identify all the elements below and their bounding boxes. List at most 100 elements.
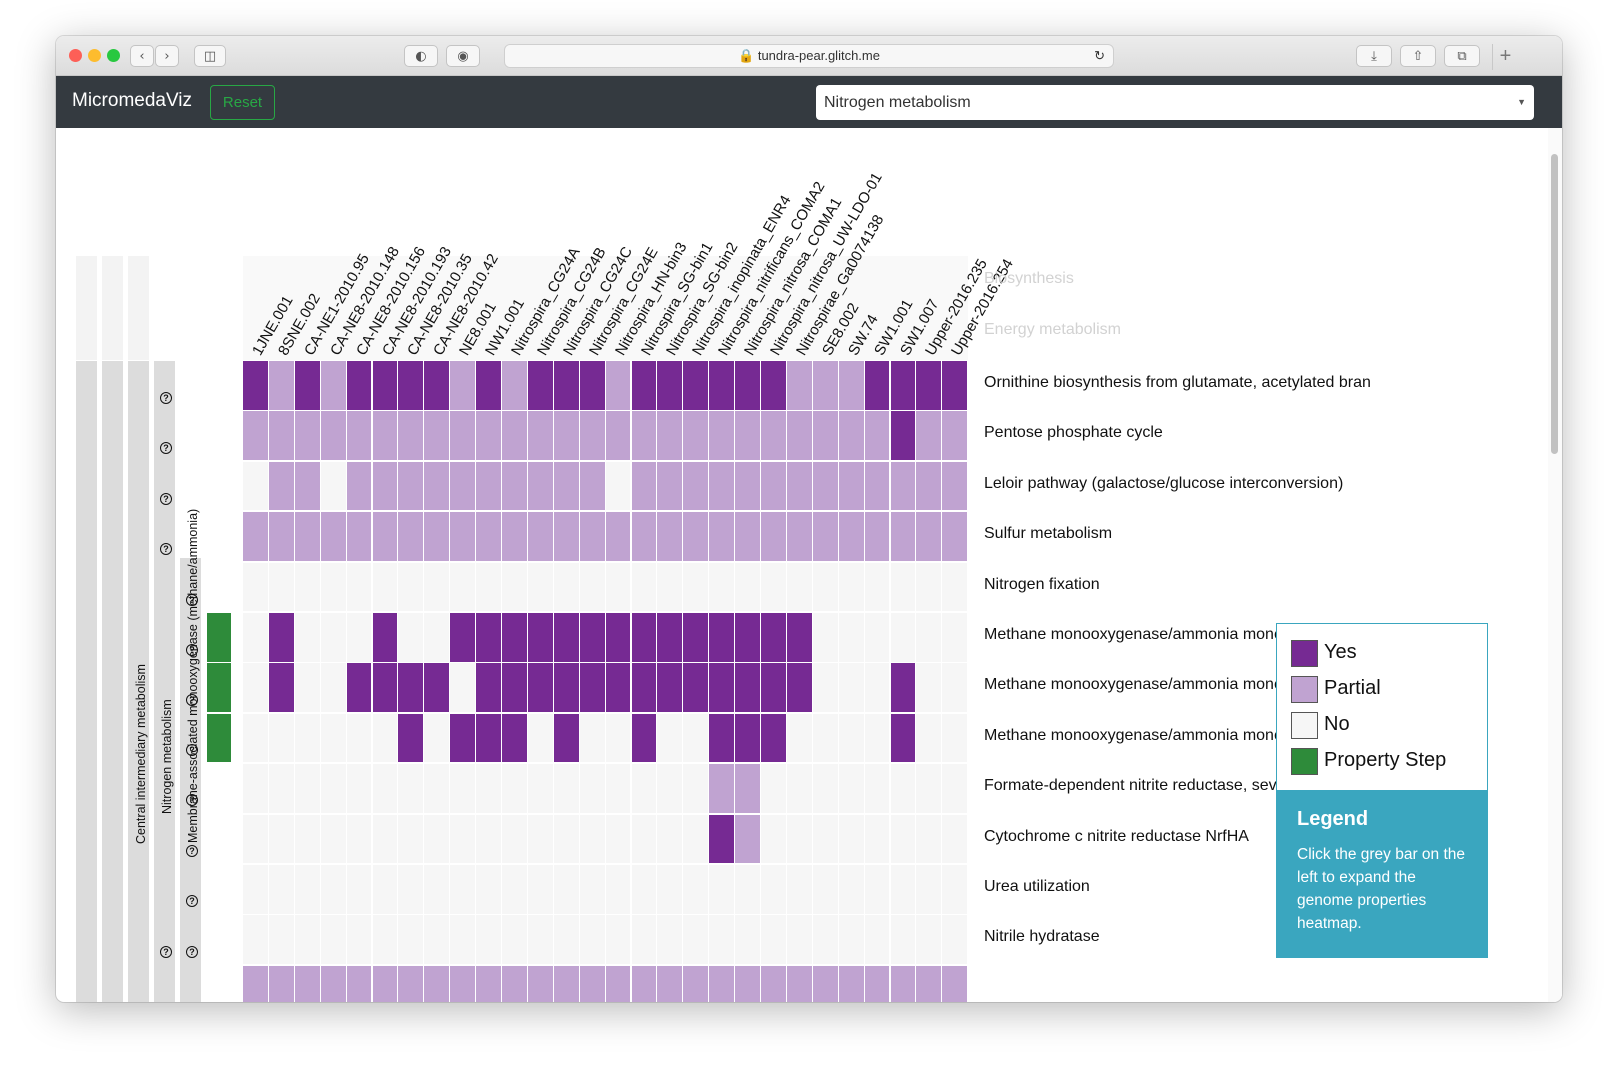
grey-bar-collapsed-3[interactable] — [128, 256, 151, 360]
hierarchy-label-level2[interactable]: Nitrogen metabolism — [160, 699, 174, 814]
heatmap-cell[interactable] — [838, 814, 864, 864]
heatmap-cell[interactable] — [372, 915, 398, 964]
heatmap-cell[interactable] — [709, 764, 735, 813]
heatmap-cell[interactable] — [553, 814, 579, 864]
heatmap-cell[interactable] — [631, 613, 657, 662]
heatmap-cell[interactable] — [838, 915, 864, 964]
heatmap-cell[interactable] — [605, 361, 631, 410]
heatmap-cell[interactable] — [527, 562, 553, 612]
heatmap-cell[interactable] — [372, 512, 398, 561]
heatmap-cell[interactable] — [864, 814, 890, 864]
heatmap-cell[interactable] — [502, 613, 527, 662]
heatmap-cell[interactable] — [372, 663, 398, 712]
heatmap-cell[interactable] — [294, 613, 320, 662]
download-icon[interactable]: ⤓ — [1356, 45, 1392, 67]
heatmap-cell[interactable] — [683, 361, 709, 410]
heatmap-cell[interactable] — [735, 713, 760, 763]
heatmap-cell[interactable] — [709, 814, 735, 864]
heatmap-cell[interactable] — [864, 865, 890, 914]
heatmap-cell[interactable] — [812, 865, 838, 914]
heatmap-cell[interactable] — [735, 915, 760, 964]
heatmap-cell[interactable] — [761, 814, 786, 864]
property-step-marker[interactable] — [207, 713, 231, 763]
heatmap-cell[interactable] — [398, 613, 424, 662]
heatmap-cell[interactable] — [294, 865, 320, 914]
heatmap-cell[interactable] — [631, 965, 657, 1002]
scrollbar-thumb[interactable] — [1551, 154, 1558, 454]
heatmap-cell[interactable] — [916, 713, 942, 763]
row-label-property[interactable]: Urea utilization — [984, 878, 1090, 895]
heatmap-cell[interactable] — [890, 411, 916, 460]
heatmap-cell[interactable] — [657, 713, 683, 763]
heatmap-cell[interactable] — [398, 512, 424, 561]
zoom-window-button[interactable] — [107, 49, 120, 62]
help-icon[interactable]: ? — [160, 442, 172, 454]
heatmap-cell[interactable] — [657, 613, 683, 662]
heatmap-cell[interactable] — [372, 764, 398, 813]
heatmap-cell[interactable] — [890, 814, 916, 864]
heatmap-cell[interactable] — [268, 361, 294, 410]
heatmap-cell[interactable] — [709, 613, 735, 662]
heatmap-cell[interactable] — [372, 965, 398, 1002]
heatmap-cell[interactable] — [243, 915, 268, 964]
heatmap-cell[interactable] — [735, 361, 760, 410]
heatmap-cell[interactable] — [761, 613, 786, 662]
property-step-marker[interactable] — [207, 613, 231, 662]
heatmap-cell[interactable] — [683, 814, 709, 864]
heatmap-cell[interactable] — [424, 562, 450, 612]
heatmap-cell[interactable] — [838, 562, 864, 612]
heatmap-cell[interactable] — [864, 361, 890, 410]
heatmap-cell[interactable] — [812, 764, 838, 813]
heatmap-cell[interactable] — [398, 411, 424, 460]
heatmap-cell[interactable] — [812, 814, 838, 864]
help-icon[interactable]: ? — [186, 845, 198, 857]
row-label-property[interactable]: Leloir pathway (galactose/glucose interc… — [984, 474, 1344, 492]
help-icon[interactable]: ? — [186, 594, 198, 606]
heatmap-cell[interactable] — [294, 764, 320, 813]
heatmap-cell[interactable] — [761, 764, 786, 813]
heatmap-cell[interactable] — [398, 562, 424, 612]
heatmap-cell[interactable] — [398, 814, 424, 864]
heatmap-cell[interactable] — [424, 663, 450, 712]
heatmap-cell[interactable] — [657, 512, 683, 561]
heatmap-cell[interactable] — [709, 411, 735, 460]
heatmap-cell[interactable] — [243, 613, 268, 662]
heatmap-cell[interactable] — [605, 663, 631, 712]
heatmap-cell[interactable] — [812, 461, 838, 511]
heatmap-cell[interactable] — [631, 915, 657, 964]
heatmap-cell[interactable] — [294, 915, 320, 964]
heatmap-cell[interactable] — [942, 865, 968, 914]
heatmap-cell[interactable] — [450, 865, 476, 914]
heatmap-cell[interactable] — [735, 764, 760, 813]
heatmap-cell[interactable] — [942, 814, 968, 864]
heatmap-cell[interactable] — [942, 461, 968, 511]
heatmap-cell[interactable] — [709, 562, 735, 612]
heatmap-cell[interactable] — [450, 713, 476, 763]
heatmap-cell[interactable] — [502, 562, 527, 612]
heatmap-cell[interactable] — [631, 865, 657, 914]
heatmap-cell[interactable] — [890, 512, 916, 561]
heatmap-cell[interactable] — [838, 965, 864, 1002]
heatmap-cell[interactable] — [657, 965, 683, 1002]
heatmap-cell[interactable] — [657, 663, 683, 712]
heatmap-cell[interactable] — [553, 361, 579, 410]
heatmap-cell[interactable] — [709, 915, 735, 964]
heatmap-cell[interactable] — [657, 562, 683, 612]
privacy-shield-icon[interactable]: ◐ — [404, 45, 438, 67]
heatmap-cell[interactable] — [605, 713, 631, 763]
extension-icon[interactable]: ◉ — [446, 45, 480, 67]
heatmap-cell[interactable] — [398, 361, 424, 410]
heatmap-cell[interactable] — [553, 562, 579, 612]
heatmap-cell[interactable] — [294, 461, 320, 511]
heatmap-cell[interactable] — [450, 764, 476, 813]
heatmap-cell[interactable] — [605, 915, 631, 964]
heatmap-cell[interactable] — [268, 461, 294, 511]
heatmap-cell[interactable] — [890, 562, 916, 612]
heatmap-cell[interactable] — [579, 361, 605, 410]
heatmap-cell[interactable] — [786, 361, 812, 410]
heatmap-cell[interactable] — [320, 361, 346, 410]
heatmap-cell[interactable] — [761, 865, 786, 914]
heatmap-cell[interactable] — [631, 562, 657, 612]
heatmap-cell[interactable] — [916, 461, 942, 511]
heatmap-cell[interactable] — [890, 361, 916, 410]
